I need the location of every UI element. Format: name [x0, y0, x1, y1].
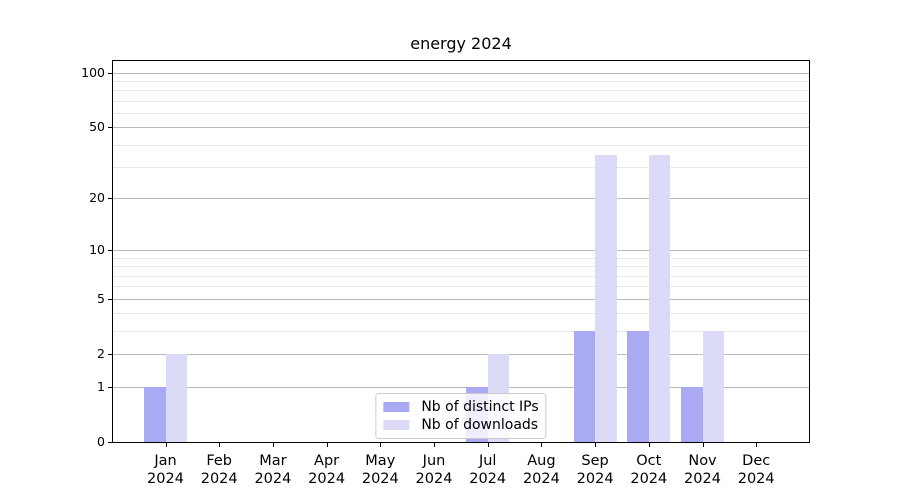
x-axis-tick-10 — [648, 443, 650, 447]
x-axis-tick-2 — [219, 443, 221, 447]
bar-distinct-ips-month-9 — [573, 331, 596, 442]
gridline-major-100 — [113, 72, 809, 74]
legend-label-downloads: Nb of downloads — [421, 417, 539, 433]
y-axis-label-10: 10 — [89, 242, 105, 258]
bar-distinct-ips-month-1 — [144, 386, 166, 442]
y-axis-label-2: 2 — [97, 346, 105, 362]
gridline-minor-70 — [113, 100, 809, 102]
chart-title: energy 2024 — [410, 34, 512, 53]
legend-swatch-downloads — [383, 420, 410, 430]
bar-distinct-ips-month-11 — [681, 386, 703, 442]
gridline-major-20 — [113, 198, 809, 200]
x-axis-label-9: Sep 2024 — [576, 453, 614, 487]
x-axis-tick-5 — [380, 443, 382, 447]
x-axis-label-11: Nov 2024 — [684, 453, 721, 487]
x-axis-label-3: Mar 2024 — [254, 453, 292, 487]
y-axis-tick-20 — [108, 198, 112, 200]
y-axis-label-5: 5 — [97, 290, 105, 306]
x-axis-label-1: Jan 2024 — [147, 453, 184, 487]
x-axis-label-7: Jul 2024 — [469, 453, 507, 487]
gridline-major-2 — [113, 354, 809, 356]
gridline-minor-60 — [113, 113, 809, 115]
y-axis-tick-2 — [108, 354, 112, 356]
gridline-minor-3 — [113, 331, 809, 333]
x-axis-tick-12 — [756, 443, 758, 447]
gridline-major-50 — [113, 127, 809, 129]
gridline-major-10 — [113, 250, 809, 252]
gridline-major-1 — [113, 386, 809, 388]
plot-area: 0 1 2 5 10 20 50 100 Jan 2024 Feb 2024 Mar 2024 Apr… — [81, 60, 810, 487]
y-axis-label-1: 1 — [97, 378, 105, 394]
legend: Nb of distinct IPs Nb of downloads — [375, 393, 547, 439]
legend-item-downloads: Nb of downloads — [383, 417, 538, 433]
gridline-minor-90 — [113, 81, 809, 83]
legend-swatch-distinct-ips — [383, 402, 410, 412]
y-axis-tick-10 — [108, 250, 112, 252]
bar-downloads-month-1 — [165, 354, 187, 442]
y-axis-tick-5 — [108, 298, 112, 300]
bar-distinct-ips-month-10 — [627, 331, 649, 442]
x-axis-label-5: May 2024 — [361, 453, 399, 487]
gridline-minor-6 — [113, 286, 809, 288]
gridline-minor-4 — [113, 313, 809, 315]
x-axis-tick-1 — [165, 443, 167, 447]
gridline-minor-30 — [113, 167, 809, 169]
gridline-minor-9 — [113, 257, 809, 259]
gridline-minor-80 — [113, 90, 809, 92]
bar-downloads-month-9 — [595, 155, 617, 442]
y-axis-label-20: 20 — [89, 190, 105, 206]
x-axis-label-6: Jun 2024 — [415, 453, 453, 487]
x-axis-label-8: Aug 2024 — [522, 453, 560, 487]
x-axis-tick-7 — [487, 443, 489, 447]
x-axis-tick-8 — [541, 443, 543, 447]
x-axis-tick-3 — [272, 443, 274, 447]
bar-downloads-month-11 — [702, 331, 724, 442]
y-axis-label-0: 0 — [97, 434, 105, 449]
y-axis-tick-100 — [108, 72, 112, 74]
x-axis-label-4: Apr 2024 — [308, 453, 346, 487]
y-axis-tick-50 — [108, 127, 112, 129]
y-axis-tick-1 — [108, 386, 112, 388]
x-axis-tick-6 — [434, 443, 435, 447]
gridline-major-5 — [113, 298, 809, 300]
x-axis-tick-4 — [326, 443, 328, 447]
bar-downloads-month-10 — [648, 155, 671, 442]
x-axis-tick-9 — [595, 443, 597, 447]
y-axis-label-100: 100 — [81, 64, 105, 80]
legend-item-distinct-ips: Nb of distinct IPs — [383, 399, 539, 415]
x-axis-label-2: Feb 2024 — [200, 453, 238, 487]
gridline-minor-7 — [113, 275, 809, 277]
y-axis-tick-0 — [108, 442, 112, 443]
y-axis-label-50: 50 — [89, 119, 105, 135]
x-axis-label-12: Dec 2024 — [737, 453, 775, 487]
x-axis-tick-11 — [702, 443, 704, 447]
gridline-minor-8 — [113, 266, 809, 268]
gridline-minor-40 — [113, 144, 809, 146]
x-axis-label-10: Oct 2024 — [630, 453, 668, 487]
legend-label-distinct-ips: Nb of distinct IPs — [421, 399, 539, 415]
